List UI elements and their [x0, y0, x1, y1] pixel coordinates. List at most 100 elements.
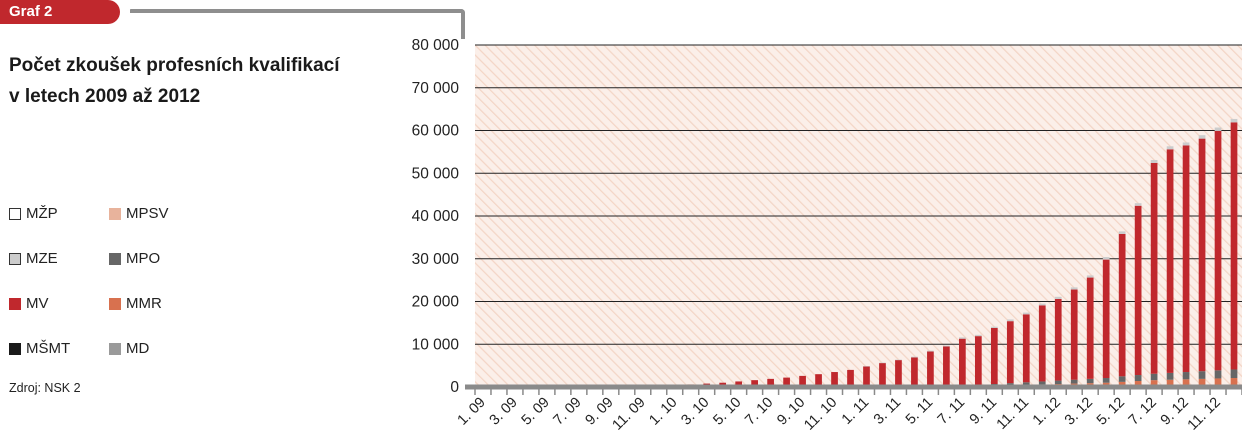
bar-segment — [1214, 378, 1222, 387]
frame-line — [130, 9, 465, 13]
bar-segment — [1118, 233, 1126, 377]
bar-segment — [1070, 289, 1078, 380]
bar-segment — [895, 360, 902, 387]
bar-segment — [943, 345, 950, 347]
x-tick-label: 5. 10 — [710, 395, 744, 429]
y-tick-label: 80 000 — [412, 37, 460, 54]
bar-segment — [1006, 383, 1014, 386]
y-tick-label: 40 000 — [412, 208, 460, 225]
legend-swatch-msmt — [9, 342, 21, 355]
y-tick-label: 10 000 — [412, 336, 460, 353]
legend-item-mv: MV — [9, 295, 49, 312]
bar-segment — [1118, 231, 1126, 234]
bar-segment — [1054, 298, 1062, 381]
bar-segment — [1102, 378, 1110, 383]
x-tick-label: 3. 12 — [1062, 395, 1096, 429]
x-tick-label: 11. 12 — [1185, 395, 1224, 434]
bar-segment — [1198, 135, 1206, 139]
x-tick-label: 3. 10 — [678, 395, 712, 429]
bar-segment — [1134, 205, 1142, 376]
legend-item-md: MD — [109, 340, 149, 357]
y-tick-label: 50 000 — [412, 165, 460, 182]
bar-segment — [1182, 379, 1190, 387]
bar-segment — [767, 378, 774, 387]
bar-segment — [1198, 371, 1206, 379]
bar-segment — [847, 369, 854, 387]
bar-segment — [1166, 146, 1174, 150]
bar-segment — [1038, 381, 1046, 385]
bar-segment — [974, 336, 982, 385]
bar-segment — [1230, 369, 1238, 379]
legend-label-mpsv: MPSV — [126, 205, 169, 222]
bar-segment — [1198, 138, 1206, 372]
y-tick-label: 70 000 — [412, 80, 460, 97]
bar-segment — [1118, 376, 1126, 382]
bar-segment — [1182, 145, 1190, 373]
bar-segment — [1054, 296, 1062, 299]
x-tick-label: 1. 11 — [839, 395, 872, 428]
legend-label-msmt: MŠMT — [26, 340, 71, 357]
x-tick-label: 7. 12 — [1126, 395, 1160, 429]
bar-segment — [879, 363, 886, 387]
chart-title-line-1: Počet zkoušek profesních kvalifikací — [9, 55, 340, 76]
bar-segment — [1166, 372, 1174, 380]
legend-item-mpsv: MPSV — [109, 205, 169, 222]
bar-segment — [863, 366, 870, 367]
legend-swatch-mpo — [109, 252, 121, 265]
y-tick-label: 20 000 — [412, 294, 460, 311]
bar-segment — [1102, 257, 1110, 260]
x-tick-label: 7. 09 — [551, 395, 585, 429]
bar-segment — [783, 377, 790, 387]
bar-segment — [1086, 378, 1094, 384]
x-tick-label: 11. 10 — [801, 395, 840, 434]
legend-label-mmr: MMR — [126, 295, 162, 312]
bar-segment — [959, 338, 966, 386]
legend-swatch-md — [109, 342, 121, 355]
bar-segment — [1150, 373, 1158, 381]
bar-segment — [1166, 379, 1174, 387]
bar-segment — [1054, 380, 1062, 385]
bar-segment — [1086, 275, 1094, 278]
x-tick-label: 7. 10 — [742, 395, 776, 429]
legend-item-msmt: MŠMT — [9, 340, 70, 357]
bar-segment — [1134, 203, 1142, 206]
x-tick-label: 5. 09 — [519, 395, 553, 429]
legend-item-mmr: MMR — [109, 295, 162, 312]
bar-segment — [1198, 378, 1206, 387]
bar-segment — [1214, 370, 1222, 379]
x-tick-label: 11. 11 — [994, 395, 1032, 433]
chart-title: Počet zkoušek profesních kvalifikací v l… — [9, 50, 359, 112]
bar-segment — [1150, 159, 1158, 163]
bar-segment — [1118, 381, 1126, 387]
legend-label-mzp: MŽP — [26, 205, 58, 222]
bar-segment — [1166, 149, 1174, 373]
bar-segment — [927, 350, 934, 352]
bar-segment — [911, 356, 918, 358]
chart-plot: 0 10 000 20 000 30 000 40 000 50 000 60 000 70 … — [412, 37, 1242, 434]
legend-item-mze: MZE — [9, 250, 58, 267]
bar-segment — [1038, 303, 1046, 306]
bar-segment — [1086, 277, 1094, 379]
bar-segment — [751, 380, 758, 387]
graph-number-badge: Graf 2 — [0, 0, 120, 24]
legend-label-mze: MZE — [26, 250, 58, 267]
legend-label-md: MD — [126, 340, 150, 357]
bar-segment — [1022, 314, 1030, 383]
bar-segment — [1150, 162, 1158, 374]
y-tick-label: 30 000 — [412, 251, 460, 268]
x-tick-label: 3. 09 — [487, 395, 521, 429]
bar-segment — [1230, 122, 1238, 370]
bar-segment — [1134, 381, 1142, 387]
y-tick-label: 0 — [450, 379, 459, 396]
bar-segment — [1022, 312, 1030, 315]
x-tick-label: 3. 11 — [871, 395, 904, 428]
chart-title-line-2: v letech 2009 až 2012 — [9, 86, 201, 107]
bar-segment — [1070, 287, 1078, 290]
bar-segment — [1022, 382, 1030, 385]
bar-segment — [911, 357, 918, 387]
bar-segment — [1230, 378, 1238, 387]
legend: MŽP MPSV MZE MPO MV MMR MŠMT MD — [9, 205, 309, 365]
bar-segment — [895, 359, 902, 361]
y-tick-label: 60 000 — [412, 123, 460, 140]
bar-segment — [1006, 319, 1014, 322]
